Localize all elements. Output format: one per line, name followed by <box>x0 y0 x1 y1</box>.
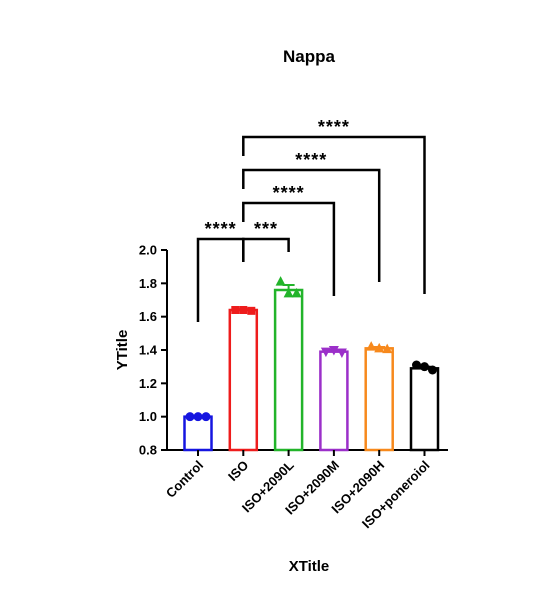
y-tick-label: 1.8 <box>139 276 157 291</box>
data-point <box>193 412 203 422</box>
data-point <box>374 342 385 353</box>
significance-bracket <box>242 135 426 294</box>
data-point <box>366 341 377 351</box>
data-point <box>420 362 429 372</box>
bar <box>364 347 394 452</box>
data-point <box>328 346 339 356</box>
x-tick-label: Control <box>163 458 206 501</box>
data-point <box>231 306 240 314</box>
y-tick-label: 1.2 <box>139 376 157 391</box>
significance-label: **** <box>273 183 305 203</box>
bar <box>409 367 440 452</box>
x-axis-title: XTitle <box>289 558 330 575</box>
significance-label: **** <box>318 117 350 137</box>
data-point <box>185 412 195 422</box>
y-tick-label: 1.4 <box>139 343 158 358</box>
significance-bracket <box>242 168 381 282</box>
bar <box>273 288 304 452</box>
bar <box>228 308 259 452</box>
significance-label: **** <box>295 150 327 170</box>
bar <box>183 415 213 452</box>
data-point <box>247 306 256 315</box>
y-tick-label: 0.8 <box>139 443 157 458</box>
significance-label: **** <box>205 219 237 239</box>
x-tick-label: ISO <box>225 458 251 484</box>
data-point <box>239 306 248 314</box>
chart-title: Nappa <box>283 47 336 66</box>
data-point <box>412 360 421 370</box>
significance-bracket <box>242 201 336 296</box>
data-point <box>428 365 437 375</box>
significance-bracket <box>242 237 290 262</box>
significance-label: *** <box>254 219 278 239</box>
y-tick-label: 1.0 <box>139 409 157 424</box>
y-tick-label: 1.6 <box>139 309 157 324</box>
data-point <box>336 348 347 358</box>
y-tick-label: 2.0 <box>139 243 157 258</box>
y-axis-title: YTitle <box>114 330 131 371</box>
data-point <box>201 412 211 422</box>
bar <box>319 350 349 452</box>
data-point <box>382 343 393 354</box>
data-point <box>283 287 294 298</box>
data-point <box>275 276 286 286</box>
data-point <box>291 287 302 298</box>
data-point <box>320 347 331 358</box>
